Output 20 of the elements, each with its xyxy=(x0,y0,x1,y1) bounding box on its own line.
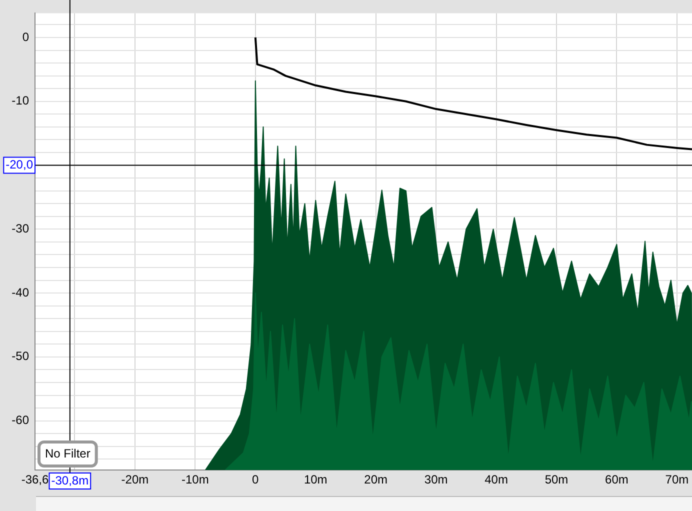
y-tick-label: -10 xyxy=(12,94,30,108)
ref-line-label: -30,8m xyxy=(51,473,89,488)
x-tick-label: 0 xyxy=(252,472,260,487)
x-tick-label: 10m xyxy=(304,472,328,487)
x-tick-label: 40m xyxy=(484,472,508,487)
x-tick-label: 50m xyxy=(544,472,568,487)
x-tick-label: 30m xyxy=(424,472,448,487)
y-tick-label: -50 xyxy=(12,349,30,364)
y-tick-label: -40 xyxy=(12,285,30,300)
x-tick-label: 60m xyxy=(605,472,628,487)
x-tick-label: 20m xyxy=(364,472,388,487)
x-tick-label: -36,6 xyxy=(21,472,49,487)
annotation: No Filter xyxy=(45,446,90,460)
y-tick-label: 0 xyxy=(22,30,30,44)
x-tick-label: -20m xyxy=(121,472,149,487)
x-tick-label: 70m xyxy=(665,472,689,487)
y-tick-label: -30 xyxy=(12,221,30,236)
ref-line-label: -20,0 xyxy=(6,158,34,172)
x-tick-label: -10m xyxy=(182,472,209,487)
y-tick-label: -60 xyxy=(12,413,30,428)
